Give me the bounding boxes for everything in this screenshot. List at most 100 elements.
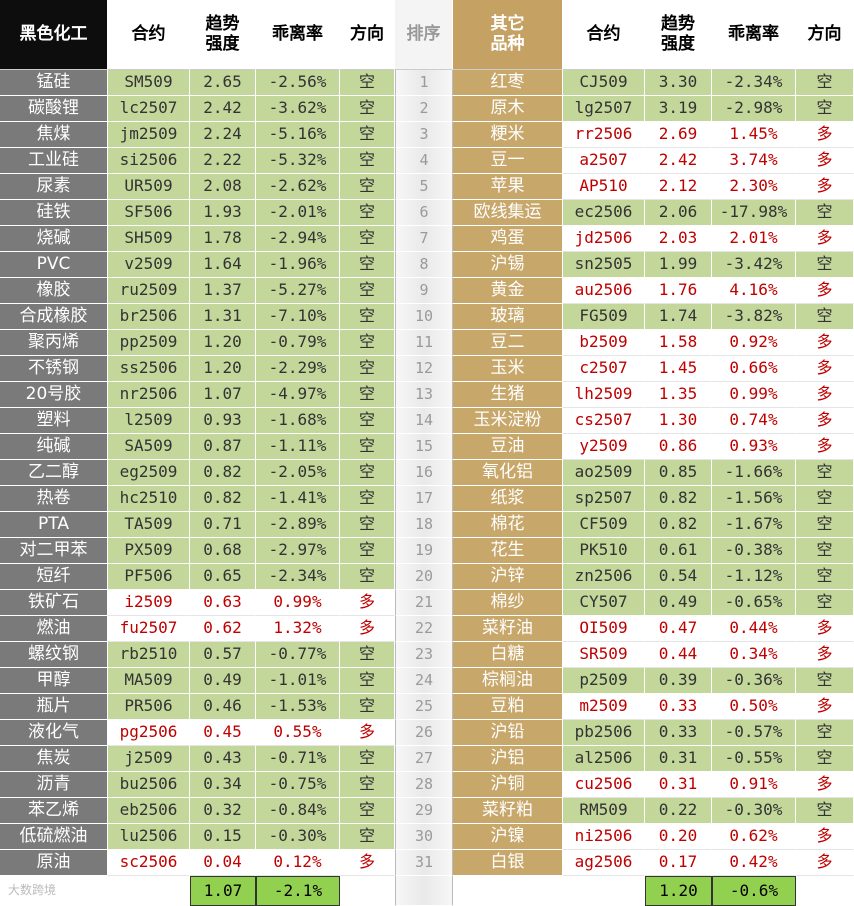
rank: 20 [395,564,453,590]
direction: 空 [796,590,854,616]
variety: 乙二醇 [0,460,108,486]
contract: ec2506 [563,200,645,226]
trend-strength: 1.31 [190,304,256,330]
variety: 沪铝 [453,746,563,772]
average-deviation: -2.1% [256,876,340,906]
direction: 多 [796,772,854,798]
rank: 23 [395,642,453,668]
contract: m2509 [563,694,645,720]
contract: CY507 [563,590,645,616]
variety: 短纤 [0,564,108,590]
variety: 烧碱 [0,226,108,252]
deviation: -0.55% [712,746,796,772]
trend-strength: 0.85 [645,460,712,486]
deviation: 1.32% [256,616,340,642]
contract: CF509 [563,512,645,538]
deviation: -1.68% [256,408,340,434]
contract: sn2505 [563,252,645,278]
rank: 28 [395,772,453,798]
variety: 聚丙烯 [0,330,108,356]
rank: 18 [395,512,453,538]
variety: 黄金 [453,278,563,304]
direction: 多 [796,226,854,252]
direction: 空 [340,252,395,278]
contract: zn2506 [563,564,645,590]
variety: 豆一 [453,148,563,174]
contract: cs2507 [563,408,645,434]
deviation: -5.16% [256,122,340,148]
trend-strength: 0.47 [645,616,712,642]
trend-strength: 0.65 [190,564,256,590]
contract: p2509 [563,668,645,694]
trend-strength: 0.44 [645,642,712,668]
contract: MA509 [108,668,190,694]
deviation: -2.56% [256,70,340,96]
blank [340,876,395,906]
deviation: -2.98% [712,96,796,122]
blank [395,876,453,906]
variety: 沪镍 [453,824,563,850]
variety: 氧化铝 [453,460,563,486]
trend-strength: 1.07 [190,382,256,408]
direction: 空 [796,668,854,694]
contract: SA509 [108,434,190,460]
deviation: -1.67% [712,512,796,538]
contract: nr2506 [108,382,190,408]
variety: 工业硅 [0,148,108,174]
contract: v2509 [108,252,190,278]
rank: 16 [395,460,453,486]
trend-strength: 1.93 [190,200,256,226]
direction: 空 [796,564,854,590]
direction: 空 [796,96,854,122]
variety: 纯碱 [0,434,108,460]
deviation: 0.42% [712,850,796,876]
deviation: -1.53% [256,694,340,720]
trend-strength: 2.42 [645,148,712,174]
trend-strength: 2.24 [190,122,256,148]
variety: 菜籽油 [453,616,563,642]
direction: 多 [340,616,395,642]
direction: 空 [340,330,395,356]
direction: 多 [796,642,854,668]
direction: 空 [340,460,395,486]
rank: 14 [395,408,453,434]
rank: 31 [395,850,453,876]
deviation: -1.01% [256,668,340,694]
trend-strength: 2.06 [645,200,712,226]
trend-strength: 0.20 [645,824,712,850]
contract: br2506 [108,304,190,330]
variety: 棉纱 [453,590,563,616]
direction: 空 [340,668,395,694]
logo: 大数跨境 [0,876,108,906]
contract: si2506 [108,148,190,174]
variety: 甲醇 [0,668,108,694]
variety: 玉米淀粉 [453,408,563,434]
direction: 空 [796,304,854,330]
variety: 欧线集运 [453,200,563,226]
deviation: -3.62% [256,96,340,122]
trend-strength: 2.12 [645,174,712,200]
trend-strength: 1.30 [645,408,712,434]
deviation: 0.62% [712,824,796,850]
direction: 多 [796,408,854,434]
rank: 22 [395,616,453,642]
deviation: 4.16% [712,278,796,304]
direction: 多 [796,694,854,720]
variety: 苯乙烯 [0,798,108,824]
contract: au2506 [563,278,645,304]
deviation: 3.74% [712,148,796,174]
header-trend-strength: 趋势 强度 [190,0,256,70]
direction: 空 [340,564,395,590]
rank: 26 [395,720,453,746]
deviation: -0.36% [712,668,796,694]
deviation: 0.55% [256,720,340,746]
rank: 29 [395,798,453,824]
contract: rr2506 [563,122,645,148]
rank: 27 [395,746,453,772]
rank: 6 [395,200,453,226]
trend-strength: 0.04 [190,850,256,876]
rank: 12 [395,356,453,382]
trend-strength: 1.20 [190,330,256,356]
deviation: -0.30% [256,824,340,850]
trend-strength: 0.82 [190,486,256,512]
